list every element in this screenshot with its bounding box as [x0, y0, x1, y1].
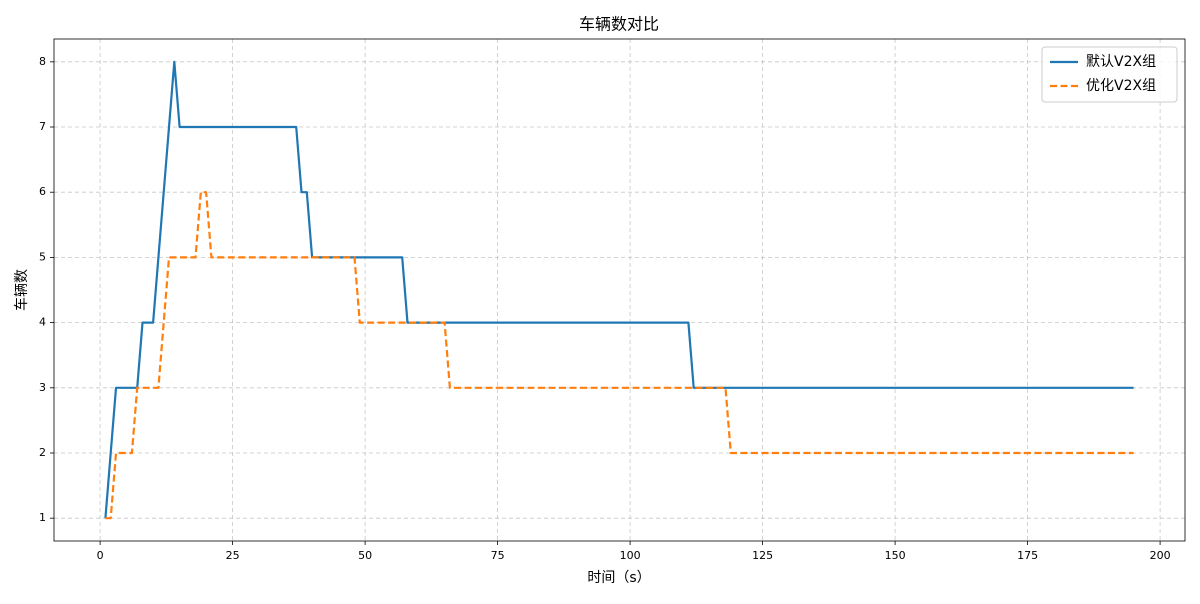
y-axis-label: 车辆数 — [13, 269, 30, 311]
x-tick-label: 0 — [97, 549, 104, 562]
y-tick-label: 4 — [39, 316, 46, 329]
y-tick-label: 2 — [39, 446, 46, 459]
x-tick-label: 200 — [1150, 549, 1171, 562]
legend-label: 默认V2X组 — [1086, 54, 1156, 70]
x-tick-label: 100 — [620, 549, 641, 562]
y-tick-label: 1 — [39, 511, 46, 524]
line-series — [104, 60, 1134, 519]
chart-title: 车辆数对比 — [579, 15, 659, 34]
x-tick-label: 75 — [491, 549, 505, 562]
legend-box — [1041, 46, 1178, 103]
x-tick-label: 175 — [1017, 549, 1038, 562]
x-tick-label: 125 — [752, 549, 773, 562]
y-tick-label: 3 — [39, 381, 46, 394]
x-axis-label: 时间（s） — [587, 570, 650, 586]
y-tick-label: 5 — [39, 250, 46, 263]
line-series — [105, 191, 1134, 520]
x-tick-label: 150 — [885, 549, 906, 562]
y-tick-label: 6 — [39, 185, 46, 198]
legend-label: 优化V2X组 — [1086, 78, 1156, 94]
x-tick-label: 25 — [226, 549, 240, 562]
y-tick-label: 8 — [39, 55, 46, 68]
x-tick-label: 50 — [358, 549, 372, 562]
plot-frame — [53, 38, 1186, 542]
y-tick-label: 7 — [39, 120, 46, 133]
